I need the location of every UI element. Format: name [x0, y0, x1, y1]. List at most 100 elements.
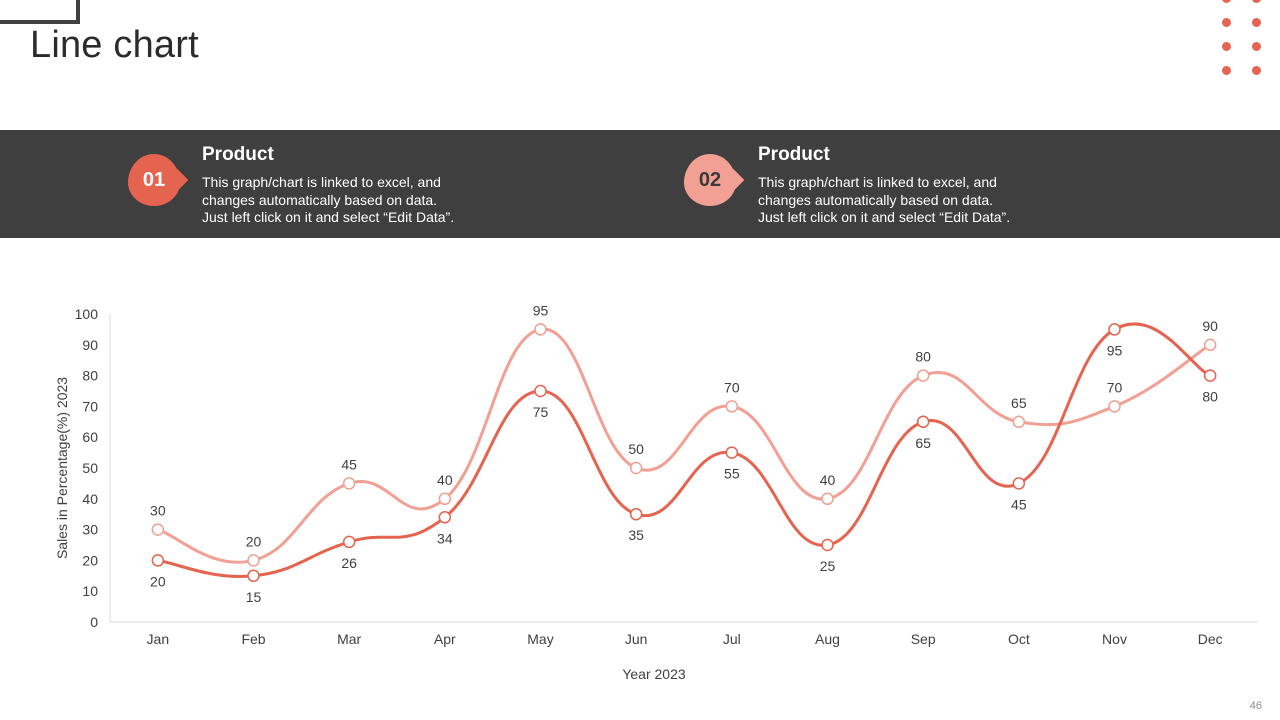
card-description-line: This graph/chart is linked to excel, and	[758, 174, 997, 190]
y-tick-label: 60	[82, 429, 98, 445]
badge-number: 02	[698, 168, 722, 191]
data-label-2: 90	[1202, 318, 1218, 334]
product-badge-1: 01	[128, 154, 189, 206]
page-number: 46	[1249, 700, 1262, 712]
decor-dot	[1222, 18, 1231, 27]
dot-grid-decoration	[1222, 0, 1262, 75]
data-point-2	[629, 461, 643, 475]
data-label-2: 20	[246, 533, 262, 549]
data-point-1	[1012, 477, 1026, 490]
x-tick-label: Oct	[1008, 631, 1030, 647]
x-tick-label: Nov	[1102, 631, 1127, 647]
card-description: This graph/chart is linked to excel, and…	[758, 174, 1048, 227]
data-point-1	[151, 554, 165, 567]
chart-series	[151, 322, 1217, 583]
data-point-2	[534, 323, 547, 336]
data-label-1: 45	[1011, 496, 1027, 512]
y-axis-label: Sales in Percentage(%) 2023	[54, 377, 70, 559]
card-description-line: This graph/chart is linked to excel, and	[202, 174, 441, 190]
data-label-1: 26	[341, 555, 357, 571]
decor-dot	[1252, 66, 1261, 75]
decor-dot	[1252, 42, 1261, 51]
x-tick-label: Jan	[147, 631, 170, 647]
x-tick-label: Aug	[815, 631, 840, 647]
data-label-2: 40	[820, 472, 836, 488]
data-point-1	[629, 507, 643, 521]
y-tick-label: 20	[82, 552, 98, 568]
data-label-1: 80	[1202, 389, 1218, 405]
data-label-1: 34	[437, 530, 453, 546]
data-point-2	[916, 369, 930, 382]
data-label-1: 25	[820, 558, 836, 574]
data-point-2	[247, 554, 260, 567]
x-tick-label: Feb	[241, 631, 265, 647]
card-description-line: Just left click on it and select “Edit D…	[202, 209, 455, 225]
data-label-2: 65	[1011, 395, 1027, 411]
data-point-1	[725, 446, 739, 459]
series-line-1	[157, 322, 1211, 578]
badge-pointer	[165, 168, 189, 192]
data-label-1: 95	[1107, 342, 1123, 358]
x-tick-label: Jul	[723, 631, 741, 647]
x-tick-label: May	[527, 631, 553, 647]
data-label-1: 20	[150, 573, 166, 589]
y-tick-label: 40	[82, 491, 98, 507]
data-label-2: 70	[1107, 379, 1123, 395]
x-axis-label: Year 2023	[622, 666, 686, 682]
x-tick-label: Sep	[911, 631, 936, 647]
y-tick-label: 30	[82, 522, 98, 538]
data-label-2: 40	[437, 472, 453, 488]
x-tick-label: Apr	[434, 631, 456, 647]
product-band: 01 Product This graph/chart is linked to…	[0, 130, 1280, 238]
decor-dot	[1252, 0, 1261, 3]
data-point-2	[821, 492, 834, 506]
data-point-1	[1108, 323, 1121, 336]
y-tick-label: 80	[82, 368, 98, 384]
badge-pointer	[721, 168, 745, 192]
chart-data-labels: 30 20 45 40 95 50 70 40 80 65 70 90 20 15 26 34 75 35 55 25…	[150, 302, 1218, 604]
card-title: Product	[758, 144, 830, 165]
slide-title: Line chart	[30, 24, 199, 66]
data-point-1	[247, 569, 260, 583]
data-point-1	[1203, 369, 1217, 382]
decor-dot	[1222, 42, 1231, 51]
y-tick-label: 10	[82, 583, 98, 599]
x-tick-label: Dec	[1198, 631, 1223, 647]
decor-dot	[1222, 0, 1231, 3]
card-description: This graph/chart is linked to excel, and…	[202, 174, 492, 227]
card-title: Product	[202, 144, 274, 165]
data-label-1: 15	[246, 589, 262, 605]
data-label-1: 35	[628, 527, 644, 543]
data-label-2: 95	[533, 302, 549, 318]
y-tick-label: 50	[82, 460, 98, 476]
decor-dot	[1222, 66, 1231, 75]
card-description-line: Just left click on it and select “Edit D…	[758, 209, 1011, 225]
y-tick-label: 100	[75, 306, 99, 322]
decor-dot	[1252, 18, 1261, 27]
data-point-2	[725, 400, 739, 413]
data-point-2	[1203, 338, 1217, 352]
data-label-1: 55	[724, 466, 740, 482]
data-label-1: 65	[915, 435, 931, 451]
data-label-1: 75	[533, 404, 549, 420]
y-tick-label: 0	[90, 614, 98, 630]
data-point-2	[342, 477, 356, 490]
data-point-1	[438, 511, 452, 524]
data-point-2	[1012, 415, 1026, 429]
data-point-2	[1108, 400, 1121, 413]
data-label-2: 45	[341, 456, 357, 472]
data-point-1	[342, 535, 356, 549]
data-point-1	[821, 538, 834, 552]
x-tick-label: Mar	[337, 631, 361, 647]
card-description-line: changes automatically based on data.	[758, 191, 994, 208]
x-tick-label: Jun	[625, 631, 648, 647]
product-badge-2: 02	[684, 154, 745, 206]
data-label-2: 80	[915, 349, 931, 365]
data-point-2	[438, 492, 452, 506]
card-description-line: changes automatically based on data.	[202, 191, 438, 208]
y-tick-label: 90	[82, 337, 98, 353]
y-tick-label: 70	[82, 398, 98, 414]
data-point-1	[916, 415, 930, 429]
badge-number: 01	[142, 168, 166, 191]
line-chart: 0 10 20 30 40 50 60 70 80 90 100 Jan Feb Mar Apr May Jun…	[54, 302, 1258, 682]
